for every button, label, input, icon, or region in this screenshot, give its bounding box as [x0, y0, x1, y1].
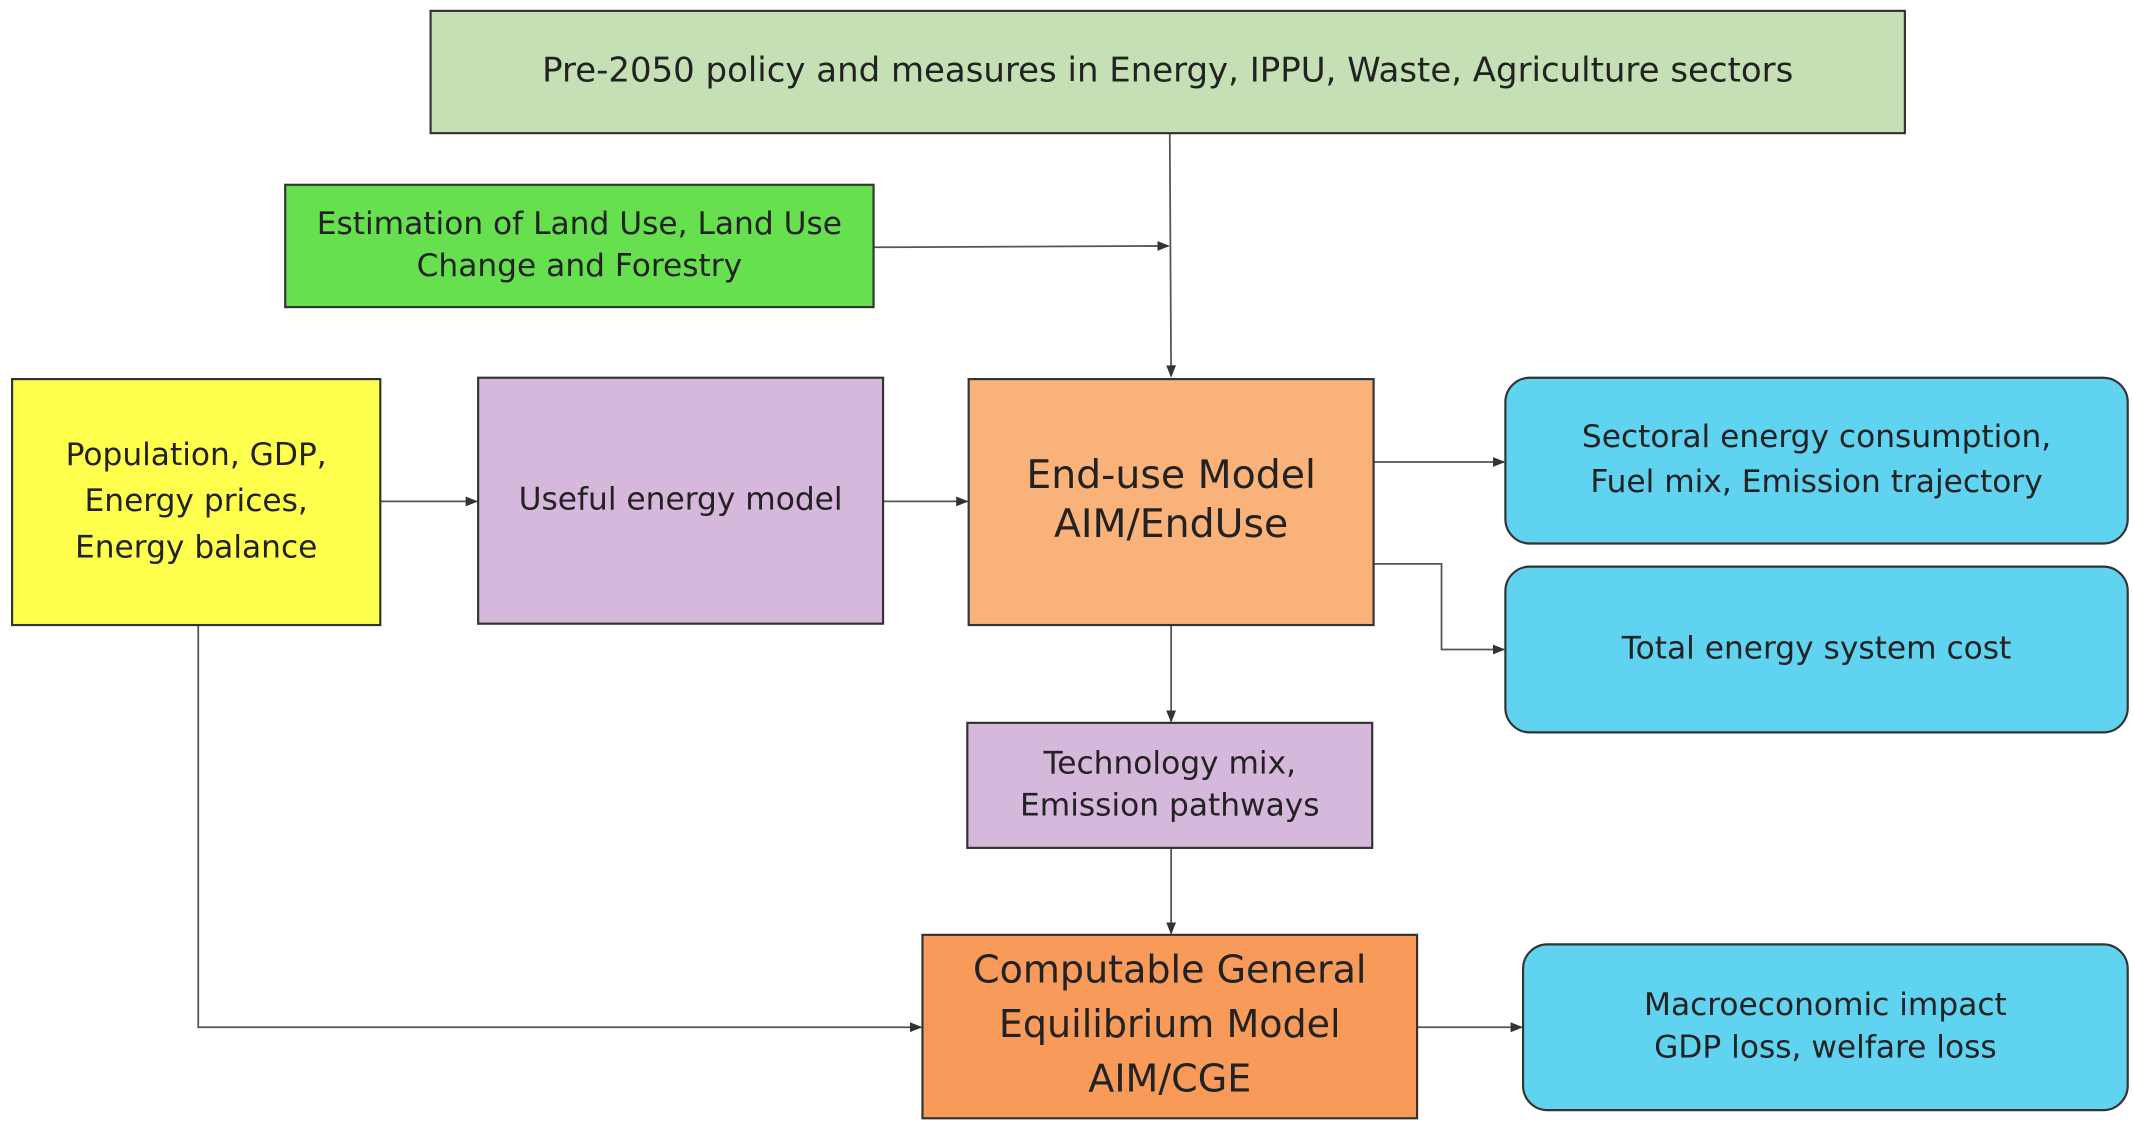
edges: [197, 133, 1523, 1033]
arrow: [873, 241, 1170, 251]
node: Sectoral energy consumption, Fuel mix, Em…: [1504, 376, 2129, 545]
node: Macroeconomic impact GDP loss, welfare lo…: [1521, 943, 2129, 1112]
node-box: [921, 933, 1419, 1120]
node: Technology mix, Emission pathways: [966, 721, 1374, 849]
node: Computable General Equilibrium Model AIM/C…: [921, 933, 1419, 1120]
node-box: [966, 721, 1374, 849]
node-box: [1504, 565, 2129, 734]
node: Useful energy model: [477, 376, 885, 625]
node-label: Technology mix,: [1042, 745, 1296, 781]
node-label: Equilibrium Model: [999, 1002, 1341, 1046]
node-box: [1521, 943, 2129, 1112]
node-label: Total energy system cost: [1621, 631, 2011, 667]
node-label: Useful energy model: [519, 482, 843, 518]
node-label: Fuel mix, Emission trajectory: [1590, 464, 2042, 500]
node-label: Macroeconomic impact: [1644, 987, 2007, 1023]
node-label: AIM/CGE: [1088, 1056, 1251, 1100]
node-box: [429, 9, 1906, 135]
node-label: Pre-2050 policy and measures in Energy, …: [542, 51, 1793, 91]
arrow: [1373, 563, 1506, 655]
node: Total energy system cost: [1504, 565, 2129, 734]
node-label: Estimation of Land Use, Land Use: [317, 206, 842, 242]
arrow: [197, 625, 923, 1033]
node-label: Computable General: [973, 948, 1366, 992]
node-label: Population, GDP,: [66, 437, 327, 473]
nodes: Pre-2050 policy and measures in Energy, …: [10, 9, 2129, 1120]
node-label: Change and Forestry: [417, 248, 743, 284]
node: Population, GDP, Energy prices, Energy bal…: [10, 378, 382, 627]
node-label: Energy balance: [75, 529, 317, 565]
node-label: Sectoral energy consumption,: [1582, 419, 2051, 455]
node-box: [967, 378, 1375, 627]
node-box: [284, 183, 875, 309]
node-label: Emission pathways: [1020, 787, 1320, 823]
node: Pre-2050 policy and measures in Energy, …: [429, 9, 1906, 135]
node-label: End-use Model: [1026, 452, 1316, 498]
node-box: [477, 376, 885, 625]
node: Estimation of Land Use, Land Use Change a…: [284, 183, 875, 309]
arrow: [1166, 133, 1177, 378]
node-label: Energy prices,: [85, 483, 308, 519]
node-label: GDP loss, welfare loss: [1654, 1029, 1997, 1065]
node-box: [10, 378, 382, 627]
node-label: AIM/EndUse: [1054, 501, 1288, 547]
node-box: [1504, 376, 2129, 545]
